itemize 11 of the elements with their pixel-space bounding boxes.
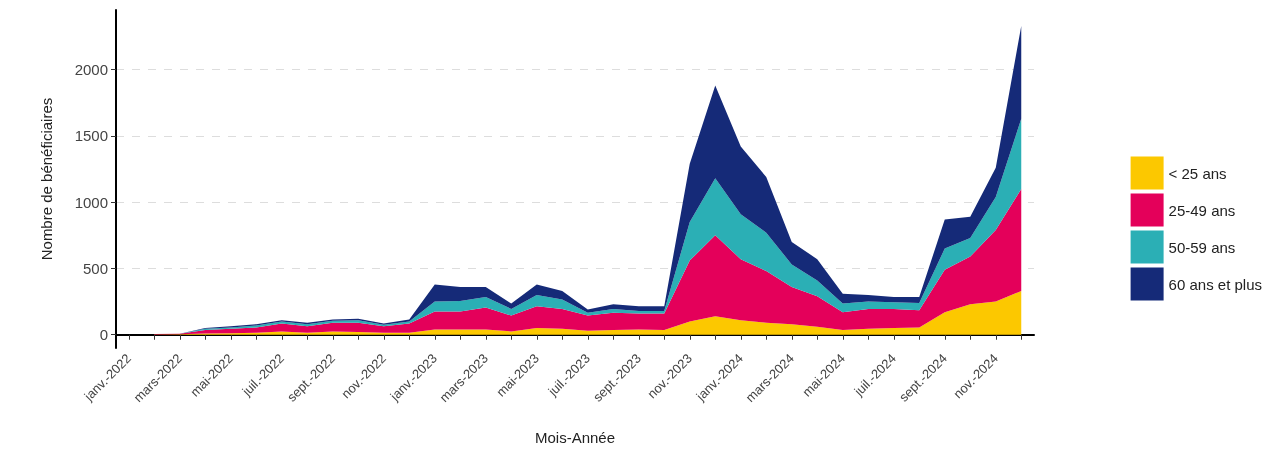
y-tick-label: 1000 <box>74 193 108 211</box>
legend-label: 50-59 ans <box>1168 238 1236 256</box>
y-tick-label: 500 <box>82 259 108 277</box>
legend-label: < 25 ans <box>1168 164 1227 182</box>
x-axis-title: Mois-Année <box>534 429 616 446</box>
y-tick-label: 0 <box>99 326 108 344</box>
legend-label: 25-49 ans <box>1168 201 1236 219</box>
y-tick-label: 1500 <box>74 127 108 145</box>
y-tick-label: 2000 <box>74 61 108 79</box>
y-axis-title: Nombre de bénéficiaires <box>38 97 55 261</box>
legend-label: 60 ans et plus <box>1168 275 1263 293</box>
